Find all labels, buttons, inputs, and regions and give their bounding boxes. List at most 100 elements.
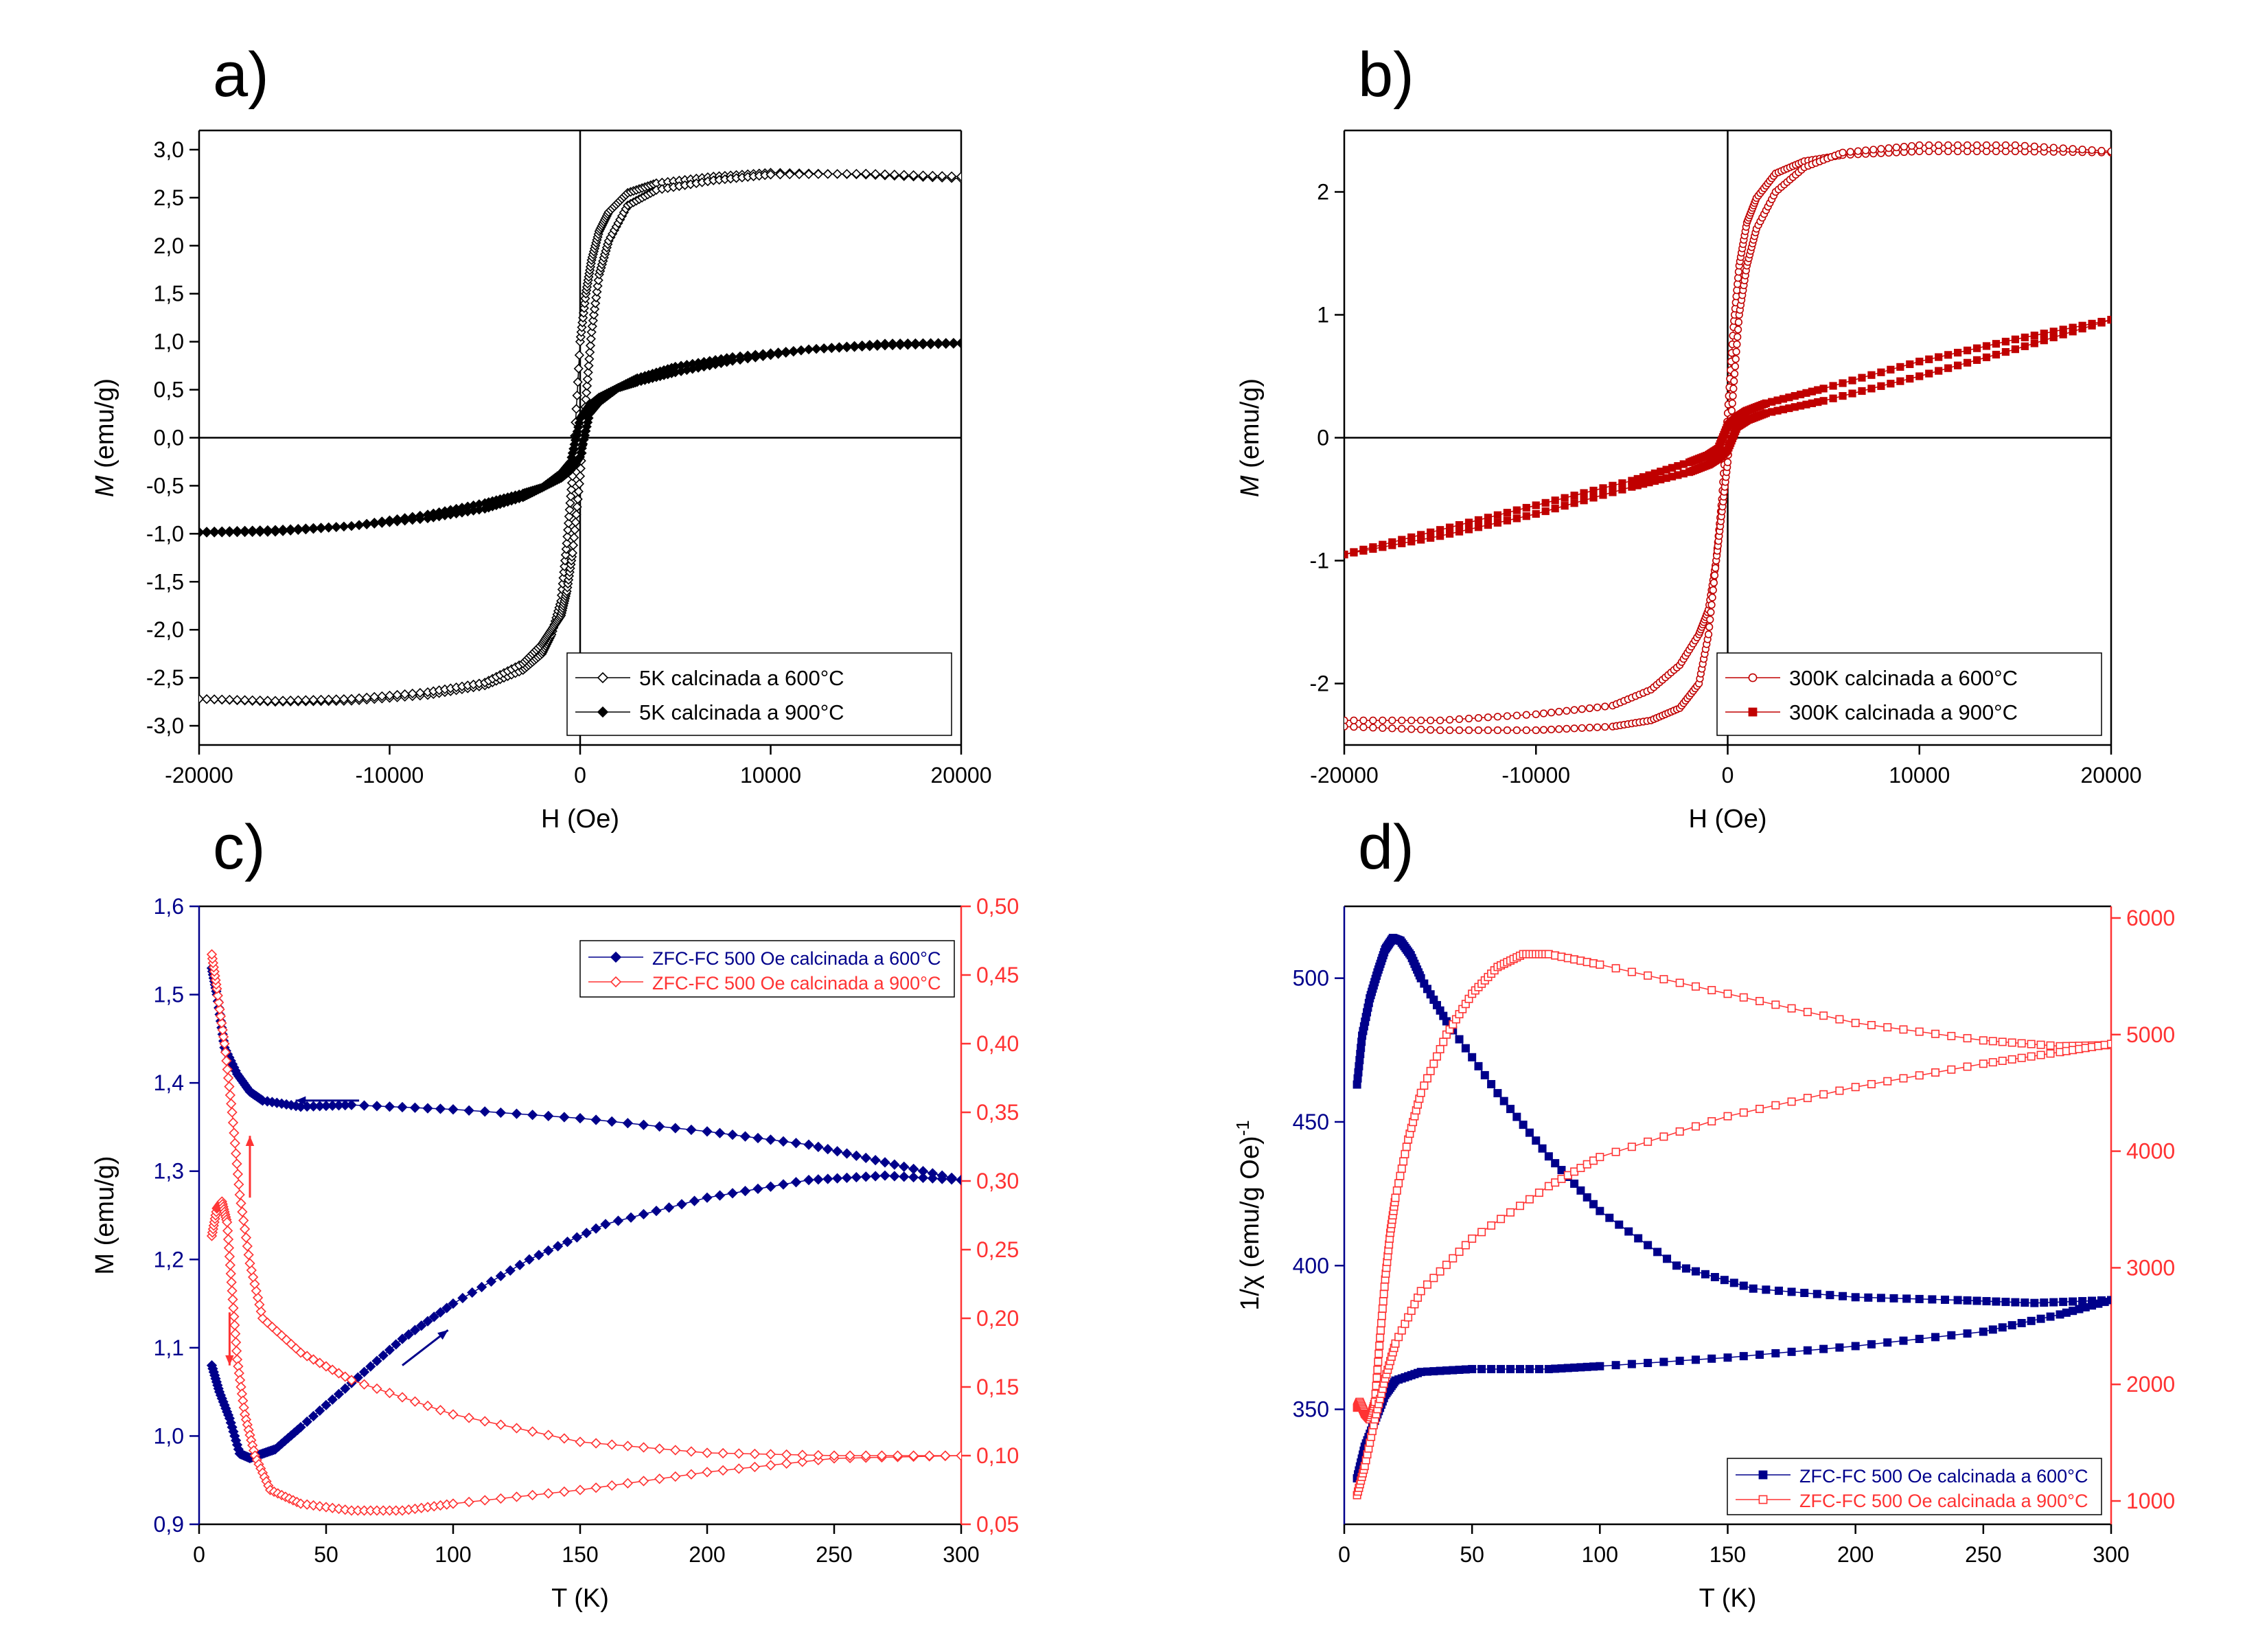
data-point xyxy=(908,1450,919,1461)
data-point xyxy=(574,479,585,489)
data-point xyxy=(1570,492,1578,500)
data-point xyxy=(1487,1364,1496,1373)
chart-panel-1: b) -20000 -10000 0 10000 20000 -2 -1 0 1 2 H (Oe) M … xyxy=(1236,40,2141,834)
y2-tick-label: 1000 xyxy=(2126,1489,2175,1513)
data-point xyxy=(670,1445,681,1456)
data-point xyxy=(2097,319,2106,327)
data-point xyxy=(1599,491,1607,499)
data-point xyxy=(1596,1362,1604,1370)
data-point xyxy=(384,1101,395,1112)
data-point xyxy=(1762,1285,1771,1294)
data-point xyxy=(224,1081,235,1092)
data-point xyxy=(1493,1089,1502,1098)
data-point xyxy=(727,1129,738,1140)
data-point xyxy=(686,1446,697,1457)
data-point xyxy=(895,340,906,350)
data-point xyxy=(1445,715,1454,724)
data-point xyxy=(1731,355,1740,363)
data-point xyxy=(371,1101,382,1112)
x-tick-label: 0 xyxy=(1338,1542,1350,1567)
data-point xyxy=(226,1098,237,1110)
data-point xyxy=(1723,458,1732,466)
y-tick-label: 500 xyxy=(1293,966,1329,991)
data-point xyxy=(861,168,871,179)
data-point xyxy=(1707,986,1716,995)
data-point xyxy=(1730,377,1738,385)
data-point xyxy=(1947,1031,1956,1040)
data-point xyxy=(1755,1351,1764,1360)
data-point xyxy=(463,1496,474,1508)
data-point xyxy=(1988,1037,1997,1046)
data-point xyxy=(872,341,883,351)
data-point xyxy=(321,1502,332,1513)
data-point xyxy=(879,1157,890,1168)
data-point xyxy=(1940,1295,1949,1304)
x-tick-label: 50 xyxy=(1460,1542,1484,1567)
data-point xyxy=(1729,1278,1738,1287)
data-point xyxy=(346,693,357,704)
x-tick-label: 300 xyxy=(2093,1542,2129,1567)
data-point xyxy=(247,527,257,538)
legend: ZFC-FC 500 Oe calcinada a 600°C ZFC-FC 50… xyxy=(1727,1458,2102,1515)
data-point xyxy=(908,1171,919,1183)
series-0-group xyxy=(199,168,961,707)
data-point xyxy=(860,1450,871,1461)
data-point xyxy=(638,1476,649,1487)
data-point xyxy=(1787,1097,1796,1106)
data-point xyxy=(358,1379,370,1390)
data-point xyxy=(702,1126,713,1137)
data-point xyxy=(749,1461,761,1473)
data-point xyxy=(568,540,579,551)
data-point xyxy=(1861,146,1870,154)
data-point xyxy=(1436,716,1444,724)
data-point xyxy=(201,527,212,538)
data-point xyxy=(1915,372,1924,380)
data-point xyxy=(2011,345,2019,354)
data-point xyxy=(407,688,417,699)
data-point xyxy=(1707,1117,1716,1126)
data-point xyxy=(1819,1011,1828,1020)
x-tick-label: 250 xyxy=(1965,1542,2001,1567)
legend-marker xyxy=(1748,707,1758,717)
data-point xyxy=(371,1383,382,1395)
data-point xyxy=(928,170,938,181)
data-point xyxy=(1701,1270,1709,1278)
data-point xyxy=(1522,512,1530,520)
data-point xyxy=(1812,1289,1821,1298)
data-point xyxy=(1644,1359,1653,1368)
data-point xyxy=(2107,1296,2111,1305)
data-point xyxy=(1544,1152,1553,1161)
data-point xyxy=(1474,714,1483,722)
data-point xyxy=(2036,1314,2045,1323)
x-tick-label: 20000 xyxy=(931,763,992,788)
legend: 300K calcinada a 600°C 300K calcinada a 9… xyxy=(1716,652,2102,736)
data-point xyxy=(216,1018,227,1029)
data-point xyxy=(1691,1122,1700,1131)
data-point xyxy=(589,303,600,314)
data-point xyxy=(1915,141,1924,150)
data-point xyxy=(212,990,223,1001)
data-point xyxy=(803,1139,814,1150)
data-point xyxy=(2020,1298,2029,1307)
data-point xyxy=(369,517,380,528)
data-point xyxy=(1972,1296,1981,1305)
data-point xyxy=(215,1011,227,1022)
data-point xyxy=(1771,1101,1780,1110)
data-point xyxy=(573,486,584,496)
data-point xyxy=(2078,324,2086,333)
data-point xyxy=(1846,148,1854,156)
data-point xyxy=(346,1375,357,1386)
data-point xyxy=(251,1285,262,1296)
data-point xyxy=(1615,1220,1624,1229)
data-point xyxy=(781,347,791,357)
data-point xyxy=(1445,529,1454,538)
data-point xyxy=(574,350,585,360)
data-point xyxy=(1506,1364,1515,1373)
data-point xyxy=(702,1447,713,1458)
data-point xyxy=(587,321,597,332)
data-point xyxy=(1826,1291,1834,1300)
data-point xyxy=(702,1467,713,1478)
data-point xyxy=(1877,368,1885,376)
x-axis-label: H (Oe) xyxy=(1689,805,1767,834)
